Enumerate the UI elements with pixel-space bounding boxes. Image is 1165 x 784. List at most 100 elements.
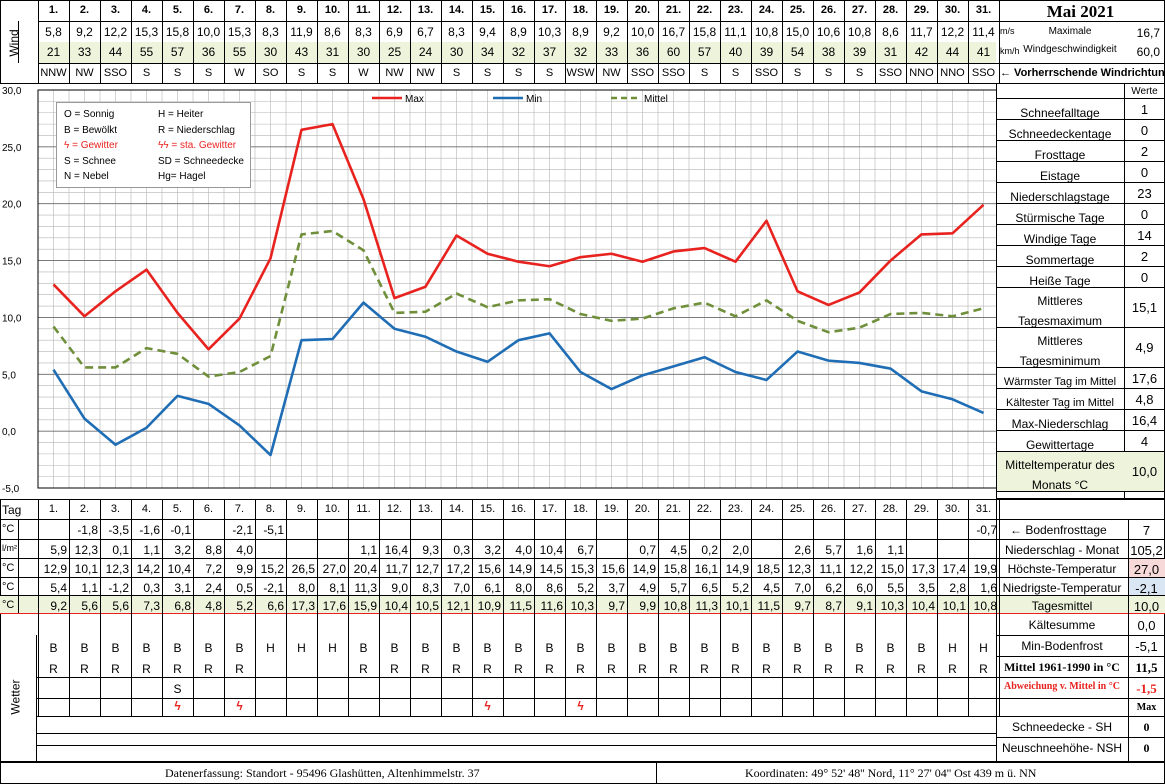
wind-days-day-6: 6. [203, 4, 214, 16]
wind-ms-day-29: 11,7 [910, 25, 933, 39]
stat-label-3: Eistage [1039, 169, 1081, 183]
wind-kmh-day-15: 34 [480, 45, 495, 59]
tmean-day-15: 10,9 [477, 599, 501, 613]
rain-day-18: 6,7 [577, 543, 594, 557]
y-tick-label: 10,0 [2, 313, 22, 324]
tag-day-15: 15. [479, 503, 496, 515]
tmax-day-30: 17,4 [942, 562, 966, 576]
tag-day-20: 20. [634, 503, 651, 515]
tag-label: Tag [2, 503, 22, 517]
weather-row1-day-30: H [948, 641, 957, 655]
wind-kmh-day-17: 37 [542, 45, 557, 59]
y-tick-label: 5,0 [2, 370, 16, 381]
wind-ms-day-10: 8,6 [324, 25, 341, 39]
rain-day-20: 0,7 [639, 543, 656, 557]
weather-row1-day-3: B [111, 641, 120, 655]
wind-days-day-11: 11. [356, 4, 371, 16]
tmean-day-25: 9,7 [794, 599, 811, 613]
rain-day-4: 1,1 [143, 543, 160, 557]
wind-ms-day-31: 11,4 [972, 25, 995, 39]
stat-label-10: Mittleres Tagesminimum [1019, 334, 1101, 368]
tmean-day-29: 10,4 [911, 599, 935, 613]
wind-kmh-day-22: 57 [697, 45, 712, 59]
wind-kmh-day-31: 41 [976, 45, 991, 59]
tag-day-4: 4. [141, 503, 152, 515]
weather-row1-day-29: B [917, 641, 926, 655]
wind-kmh-day-4: 55 [139, 45, 154, 59]
weather-row2-day-15: R [483, 662, 492, 676]
plot-frame [37, 89, 996, 489]
tmax-day-23: 14,9 [725, 562, 749, 576]
wind-kmh-day-10: 31 [325, 45, 340, 59]
frost-day-3: -3,5 [108, 523, 129, 537]
wind-kmh-day-5: 57 [170, 45, 185, 59]
stat-label-13: Max-Niederschlag [1011, 417, 1109, 431]
tmax-day-18: 15,3 [570, 562, 594, 576]
tmin-day-1: 5,4 [50, 581, 67, 595]
weather-row2-day-21: R [669, 662, 678, 676]
frost-day-8: -5,1 [263, 523, 284, 537]
stat-label-1: Schneedeckentage [1008, 127, 1112, 141]
side-label-5: Schneedecke - SH [1011, 720, 1113, 734]
weather-row2-day-20: R [638, 662, 647, 676]
side-label-2: Mittel 1961-1990 in °C [1004, 660, 1120, 674]
wind-kmh-day-7: 55 [232, 45, 247, 59]
tag-day-24: 24. [758, 503, 775, 515]
legend-box-item: O = Sonnig [64, 109, 115, 120]
wind-ms-day-23: 11,1 [724, 25, 747, 39]
wind-days-day-10: 10. [324, 4, 341, 16]
wind-days-day-16: 16. [510, 4, 527, 16]
legend-box-item: H = Heiter [158, 109, 204, 120]
wind-unit-kmh: km/h [1000, 46, 1020, 56]
wind-days-day-30: 30. [944, 4, 961, 16]
rain-day-7: 4,0 [236, 543, 253, 557]
stat-value-8: 0 [1140, 269, 1149, 285]
wind-ms-day-19: 9,2 [603, 25, 620, 39]
wind-days-day-1: 1. [48, 4, 59, 16]
weather-row1-day-24: B [762, 641, 771, 655]
tmax-day-8: 15,2 [260, 562, 284, 576]
y-tick-label: 30,0 [2, 86, 22, 97]
stat-label-14: Gewittertage [1025, 438, 1095, 452]
tmax-day-9: 26,5 [291, 562, 315, 576]
tmean-day-28: 10,3 [880, 599, 904, 613]
weather-row1-day-18: B [576, 641, 585, 655]
wind-days-day-19: 19. [603, 4, 620, 16]
wind-dir-day-8: SO [262, 67, 279, 79]
weather-row2-day-12: R [390, 662, 399, 676]
weather-row2-day-6: R [204, 662, 213, 676]
wind-dir-day-6: S [204, 67, 213, 79]
wind-kmh-day-19: 33 [604, 45, 619, 59]
wind-dir-day-18: WSW [566, 67, 595, 79]
wind-kmh-day-13: 24 [418, 45, 433, 59]
wind-ms-day-20: 10,0 [630, 25, 655, 39]
tmin-day-29: 3,5 [918, 581, 935, 595]
side-label-0: Kältesumme [1028, 618, 1096, 632]
weather-row1-day-17: B [545, 641, 554, 655]
stat-value-15: 10,0 [1131, 464, 1158, 479]
wind-days-day-15: 15. [479, 4, 496, 16]
weather-row2-day-23: R [731, 662, 740, 676]
weather-row1-day-27: B [855, 641, 864, 655]
tmax-day-6: 7,2 [205, 562, 222, 576]
side-value-1: -5,1 [1135, 639, 1158, 654]
weather-row2-day-4: R [142, 662, 151, 676]
wind-kmh-day-9: 43 [294, 45, 309, 59]
wind-ms-day-16: 8,9 [510, 25, 527, 39]
rain-summary-label: Niederschlag - Monat [1004, 543, 1120, 557]
weather-row2-day-26: R [824, 662, 833, 676]
tmin-summary-value: -2,1 [1135, 581, 1158, 596]
frost-day-31: -0,7 [976, 523, 997, 537]
tmean-day-11: 15,9 [353, 599, 377, 613]
wind-kmh-day-1: 21 [46, 45, 61, 59]
tmean-day-31: 10,8 [973, 599, 997, 613]
rain-day-14: 0,3 [453, 543, 470, 557]
footer-coordinates: Koordinaten: 49° 52' 48'' Nord, 11° 27' … [745, 766, 1037, 780]
rain-day-11: 1,1 [360, 543, 377, 557]
tmean-day-10: 17,6 [322, 599, 346, 613]
tmax-day-19: 15,6 [601, 562, 625, 576]
wind-dir-day-19: NW [602, 67, 621, 79]
wind-days-day-14: 14. [448, 4, 465, 16]
tmean-day-27: 9,1 [856, 599, 873, 613]
tmax-day-22: 16,1 [694, 562, 718, 576]
